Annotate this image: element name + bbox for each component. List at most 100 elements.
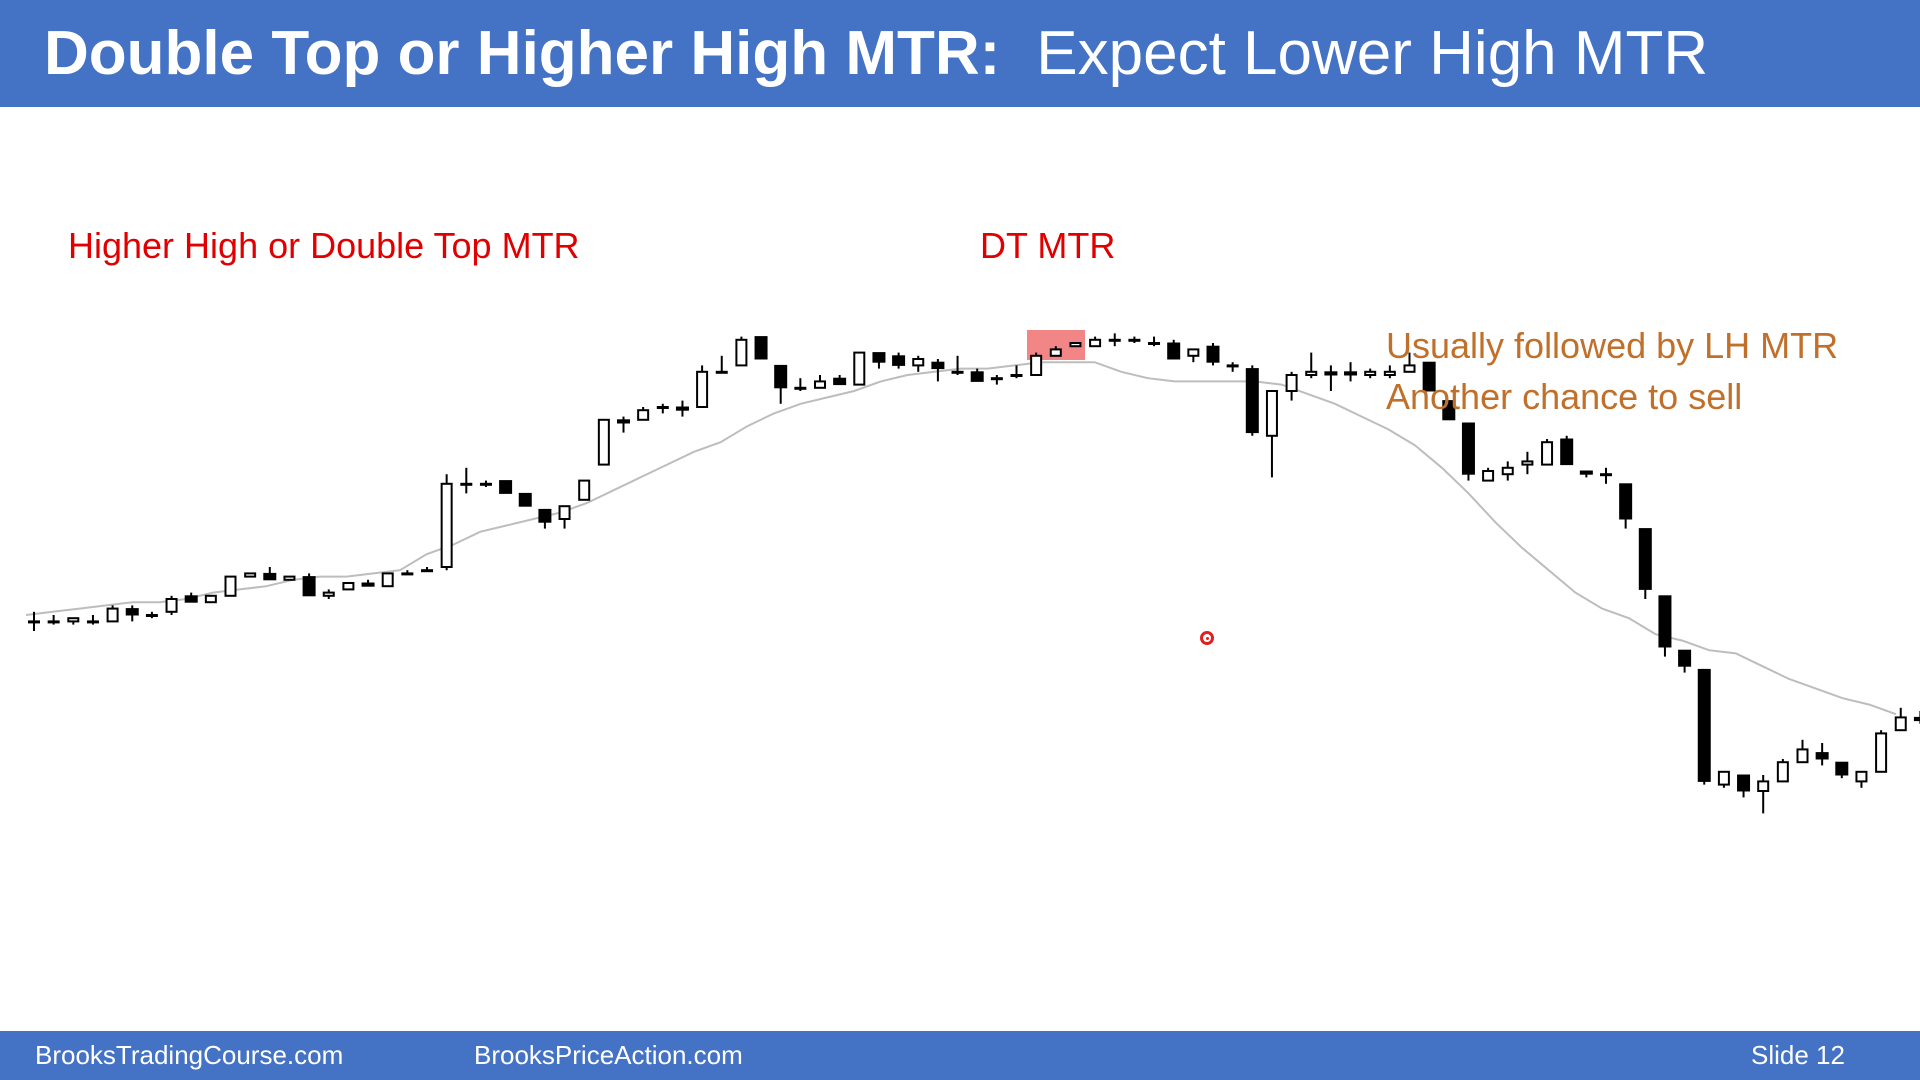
bear-candle-body xyxy=(617,419,630,424)
bull-candle-body xyxy=(814,380,826,389)
title-bar: Double Top or Higher High MTR: Expect Low… xyxy=(0,0,1920,107)
bear-candle-body xyxy=(86,620,99,624)
bull-candle-body xyxy=(1383,370,1396,376)
bull-candle-body xyxy=(558,505,571,521)
cursor-pointer-icon xyxy=(1200,631,1214,645)
bull-candle-body xyxy=(1069,342,1082,348)
bull-candle-body xyxy=(440,482,453,568)
bear-candle-body xyxy=(1422,361,1436,392)
bear-candle-body xyxy=(518,492,532,507)
bear-candle-body xyxy=(1324,371,1338,376)
bull-candle-body xyxy=(578,479,591,501)
bull-candle-body xyxy=(1894,716,1907,732)
bear-candle-body xyxy=(1638,528,1652,590)
bear-candle-body xyxy=(892,355,906,366)
annotation-lh-mtr-line2: Another chance to sell xyxy=(1386,376,1743,417)
bear-candle-body xyxy=(460,482,473,486)
bear-candle-body xyxy=(715,370,728,374)
bull-candle-body xyxy=(283,575,296,581)
bear-candle-body xyxy=(1206,345,1220,363)
footer-site-brookspriceaction[interactable]: BrooksPriceAction.com xyxy=(474,1040,743,1070)
bear-candle-body xyxy=(1678,649,1692,667)
bear-candle-body xyxy=(538,508,552,523)
bull-candle-body xyxy=(342,582,355,591)
bull-candle-body xyxy=(1305,370,1318,376)
bear-candle-body xyxy=(184,595,198,603)
annotation-lh-mtr-line1: Usually followed by LH MTR xyxy=(1386,325,1839,366)
bear-candle-body xyxy=(1619,483,1633,520)
bull-candle-body xyxy=(1757,780,1770,793)
slide-number: Slide 12 xyxy=(1751,1040,1845,1070)
bear-candle-body xyxy=(1108,338,1121,342)
bull-candle-body xyxy=(224,575,237,597)
price-chart xyxy=(25,330,1920,814)
bull-candle-body xyxy=(1796,748,1809,764)
footer-bar: BrooksTradingCourse.com BrooksPriceActio… xyxy=(0,1031,1920,1080)
bull-candle-body xyxy=(1265,390,1278,437)
bear-candle-body xyxy=(479,482,492,486)
annotation-dt-mtr: DT MTR xyxy=(980,225,1116,266)
bull-candle-body xyxy=(204,594,217,604)
bull-candle-body xyxy=(1285,374,1298,392)
bear-candle-body xyxy=(263,572,277,581)
bear-candle-body xyxy=(1245,368,1259,434)
bull-candle-body xyxy=(106,607,119,623)
bear-candle-body xyxy=(1128,338,1141,342)
title-regular-part: Expect Lower High MTR xyxy=(1036,19,1709,88)
bear-candle-body xyxy=(1560,438,1574,466)
bear-candle-body xyxy=(1737,774,1751,792)
candlestick-bars xyxy=(28,333,1920,814)
bear-candle-body xyxy=(951,370,964,374)
bull-candle-body xyxy=(1030,354,1043,377)
bear-candle-body xyxy=(675,406,689,411)
slide-title: Double Top or Higher High MTR: Expect Low… xyxy=(44,14,1708,94)
bear-candle-body xyxy=(656,406,669,409)
bear-candle-body xyxy=(125,608,139,616)
bear-candle-body xyxy=(361,582,375,587)
bear-candle-body xyxy=(931,361,945,370)
bear-candle-body xyxy=(1442,400,1456,421)
bear-candle-body xyxy=(970,371,984,382)
bear-candle-body xyxy=(1461,422,1475,475)
bull-candle-body xyxy=(597,418,610,466)
bull-candle-body xyxy=(637,409,650,421)
bull-candle-body xyxy=(1089,338,1102,348)
bear-candle-body xyxy=(990,377,1003,381)
bear-candle-body xyxy=(1579,470,1593,475)
bear-candle-body xyxy=(794,386,807,390)
bull-candle-body xyxy=(67,617,80,623)
bear-candle-body xyxy=(1148,342,1161,345)
bull-candle-body xyxy=(165,598,178,613)
bear-candle-body xyxy=(1697,668,1711,782)
bull-candle-body xyxy=(1717,770,1730,786)
bear-candle-body xyxy=(833,377,847,386)
bull-candle-body xyxy=(1403,364,1416,373)
bull-candle-body xyxy=(381,572,394,588)
bull-candle-body xyxy=(1776,761,1789,783)
bull-candle-body xyxy=(1364,370,1377,376)
bear-candle-body xyxy=(1913,716,1920,722)
bear-candle-body xyxy=(1226,364,1239,368)
bear-candle-body xyxy=(145,614,158,617)
bull-candle-body xyxy=(322,591,335,597)
bull-candle-body xyxy=(1049,348,1062,357)
bull-candle-body xyxy=(1521,460,1534,466)
bear-candle-body xyxy=(1835,761,1849,776)
bear-candle-body xyxy=(302,576,316,597)
bull-candle-body xyxy=(1541,441,1554,466)
bear-candle-body xyxy=(754,336,768,360)
bull-candle-body xyxy=(735,338,748,367)
bull-candle-body xyxy=(1875,732,1888,773)
bull-candle-body xyxy=(696,370,709,408)
bear-candle-body xyxy=(421,569,433,573)
bear-candle-body xyxy=(1344,371,1358,376)
bull-candle-body xyxy=(912,358,925,367)
bull-candle-body xyxy=(1855,770,1868,783)
bear-candle-body xyxy=(1658,595,1672,648)
footer-site-brookstradingcourse[interactable]: BrooksTradingCourse.com xyxy=(35,1040,344,1070)
title-bold-part: Double Top or Higher High MTR: xyxy=(44,19,1001,88)
moving-average-line xyxy=(25,361,1897,716)
bear-candle-body xyxy=(47,620,60,624)
bear-candle-body xyxy=(1815,752,1829,760)
bear-candle-body xyxy=(28,620,40,624)
